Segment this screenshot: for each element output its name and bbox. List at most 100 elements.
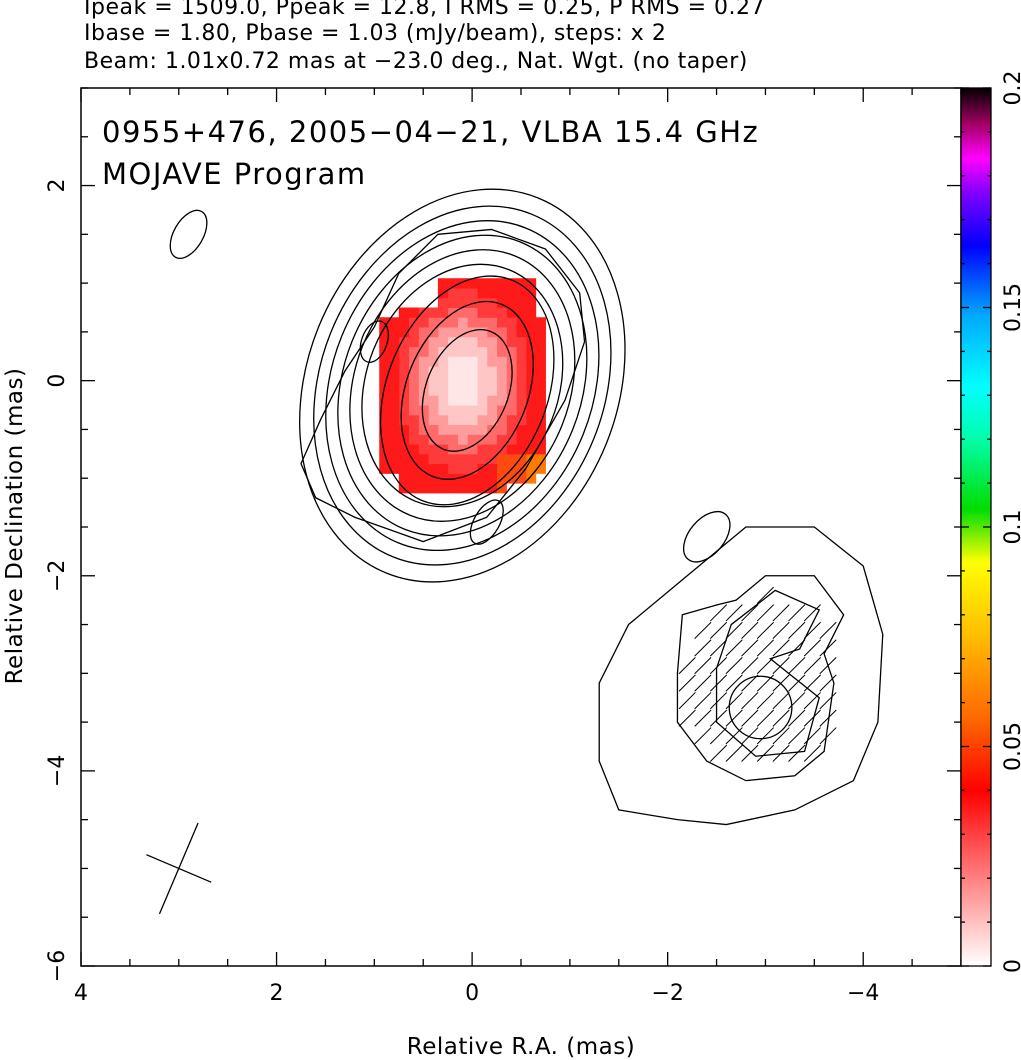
pol-pixel	[467, 473, 478, 484]
pol-pixel	[398, 473, 410, 484]
y-tick-label: −4	[45, 755, 70, 787]
pol-pixel	[408, 385, 419, 396]
header-line-2: Ibase = 1.80, Pbase = 1.03 (mJy/beam), s…	[84, 21, 667, 46]
pol-pixel	[418, 317, 429, 328]
evpa-tick	[756, 744, 775, 762]
evpa-tick	[819, 709, 837, 727]
pol-pixel	[496, 414, 507, 426]
pol-pixel	[467, 356, 478, 367]
pol-pixel	[457, 444, 468, 455]
pol-pixel	[389, 405, 400, 416]
pol-pixel	[496, 356, 507, 367]
pol-pixel	[486, 278, 498, 289]
pol-pixel	[496, 395, 507, 406]
evpa-tick	[803, 674, 821, 692]
pol-pixel	[457, 307, 468, 318]
pol-pixel	[379, 424, 390, 435]
pol-pixel	[437, 424, 449, 435]
pol-pixel	[467, 463, 478, 474]
pol-pixel	[418, 463, 429, 474]
core-contour	[421, 328, 513, 452]
evpa-tick	[741, 744, 759, 762]
evpa-tick	[725, 744, 743, 762]
pol-pixel	[516, 414, 527, 426]
pol-pixel	[525, 434, 537, 445]
pol-pixel	[447, 405, 458, 416]
pol-pixel	[486, 414, 498, 426]
pol-pixel	[477, 336, 488, 348]
pol-pixel	[477, 424, 488, 435]
pol-pixel	[535, 366, 546, 377]
evpa-tick	[756, 621, 775, 639]
pol-pixel	[486, 405, 498, 416]
pol-pixel	[447, 297, 458, 308]
evpa-tick	[772, 727, 790, 745]
pol-pixel	[525, 297, 537, 308]
pol-pixel	[379, 395, 390, 406]
pol-pixel	[408, 414, 419, 426]
pol-pixel	[379, 366, 390, 377]
pol-pixel	[379, 405, 390, 416]
pol-pixel	[516, 453, 527, 465]
evpa-tick	[756, 586, 775, 604]
pol-pixel	[506, 444, 517, 455]
pol-pixel	[457, 366, 468, 377]
pol-pixel	[447, 483, 458, 494]
pol-pixel	[398, 405, 410, 416]
pol-pixel	[506, 453, 517, 465]
pol-pixel	[467, 317, 478, 328]
evpa-tick	[788, 727, 806, 745]
pol-pixel	[525, 444, 537, 455]
core-contour	[313, 205, 612, 566]
pol-pixel	[408, 405, 419, 416]
pol-pixel	[477, 307, 488, 318]
x-tick-label: 0	[465, 981, 479, 1006]
evpa-tick	[819, 674, 837, 692]
pol-pixel	[418, 366, 429, 377]
colorbar-tick-label: 0.1	[1001, 510, 1021, 545]
pol-pixel	[398, 395, 410, 406]
pol-pixel	[428, 375, 439, 387]
pol-pixel	[516, 356, 527, 367]
pol-pixel	[486, 297, 498, 308]
pol-pixel	[525, 414, 537, 426]
pol-pixel	[379, 356, 390, 367]
pol-pixel	[457, 434, 468, 445]
pol-pixel	[477, 405, 488, 416]
pol-pixel	[477, 483, 488, 494]
evpa-tick	[709, 621, 728, 639]
pol-pixel	[486, 356, 498, 367]
pol-pixel	[496, 385, 507, 396]
pol-pixel	[398, 463, 410, 474]
pol-pixel	[535, 346, 546, 357]
pol-pixel	[525, 366, 537, 377]
evpa-tick	[772, 639, 790, 657]
pol-pixel	[506, 287, 517, 299]
pol-pixel	[457, 327, 468, 338]
evpa-tick	[741, 604, 759, 622]
core-contour	[400, 300, 534, 480]
evpa-tick	[694, 727, 712, 745]
pol-pixel	[418, 405, 429, 416]
evpa-tick	[772, 709, 790, 727]
colorbar-tick-label: 0.05	[1001, 722, 1021, 771]
pol-pixel	[418, 473, 429, 484]
core-contour	[299, 188, 626, 583]
header-line-1: Ipeak = 1509.0, Ppeak = 12.8, I RMS = 0.…	[84, 0, 765, 20]
pol-pixel	[535, 444, 546, 455]
pol-pixel	[477, 395, 488, 406]
pol-pixel	[467, 483, 478, 494]
pol-pixel	[516, 444, 527, 455]
jet-mid-contour	[676, 575, 845, 782]
evpa-tick	[803, 639, 821, 657]
pol-pixel	[398, 453, 410, 465]
pol-pixel	[486, 307, 498, 318]
pol-pixel	[496, 297, 507, 308]
pol-pixel	[428, 414, 439, 426]
pol-pixel	[516, 287, 527, 299]
pol-pixel	[516, 278, 527, 289]
evpa-tick	[819, 639, 837, 657]
pol-pixel	[506, 424, 517, 435]
evpa-tick	[788, 674, 806, 692]
pol-pixel	[525, 346, 537, 357]
